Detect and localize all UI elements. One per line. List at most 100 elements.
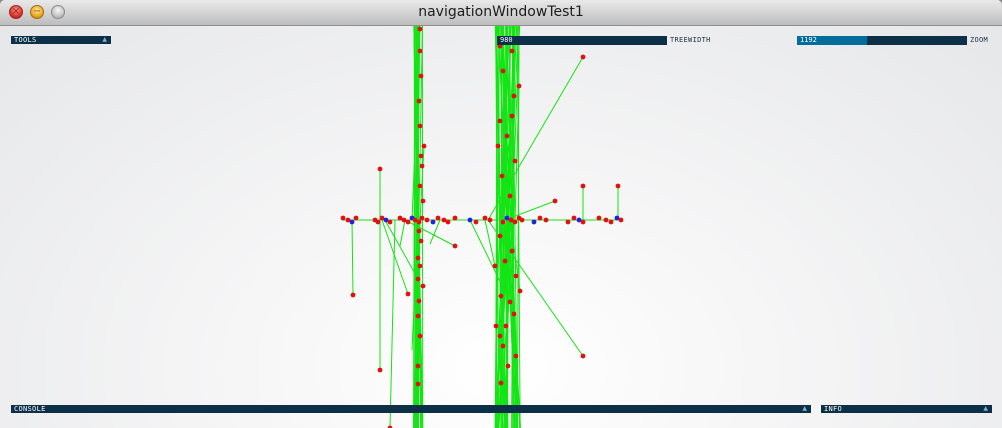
tree-node[interactable] <box>467 217 473 223</box>
tree-node[interactable] <box>419 215 425 221</box>
tree-node[interactable] <box>580 54 586 60</box>
tree-node[interactable] <box>500 68 506 74</box>
tree-node[interactable] <box>379 215 385 221</box>
tree-node[interactable] <box>512 219 518 225</box>
tree-node[interactable] <box>353 215 359 221</box>
tree-node[interactable] <box>511 311 517 317</box>
tree-node[interactable] <box>531 219 537 225</box>
tree-node[interactable] <box>504 133 510 139</box>
tree-node[interactable] <box>417 263 423 269</box>
tree-node[interactable] <box>487 217 493 223</box>
tree-node[interactable] <box>418 238 424 244</box>
tree-node[interactable] <box>430 219 436 225</box>
tree-node[interactable] <box>500 343 506 349</box>
tree-node[interactable] <box>517 288 523 294</box>
tree-node[interactable] <box>552 198 558 204</box>
tree-graph[interactable] <box>0 26 1002 428</box>
tree-node[interactable] <box>576 217 582 223</box>
tree-node[interactable] <box>415 276 421 282</box>
tree-node[interactable] <box>417 26 423 32</box>
tree-node[interactable] <box>580 219 586 225</box>
close-button[interactable]: × <box>9 5 23 19</box>
tree-node[interactable] <box>345 217 351 223</box>
tree-node[interactable] <box>580 183 586 189</box>
tree-node[interactable] <box>508 217 514 223</box>
tree-node[interactable] <box>424 217 430 223</box>
tree-node[interactable] <box>377 166 383 172</box>
console-panel-toggle[interactable]: CONSOLE ▲ <box>11 405 811 413</box>
tree-node[interactable] <box>418 153 424 159</box>
tree-node[interactable] <box>416 298 422 304</box>
tree-node[interactable] <box>349 219 355 225</box>
zoom-button[interactable] <box>51 5 65 19</box>
tree-node[interactable] <box>415 313 421 319</box>
minimize-button[interactable]: − <box>30 5 44 19</box>
tree-node[interactable] <box>495 143 501 149</box>
tree-node[interactable] <box>502 258 508 264</box>
tree-node[interactable] <box>412 217 418 223</box>
tree-node[interactable] <box>507 193 513 199</box>
tree-node[interactable] <box>497 233 503 239</box>
tree-node[interactable] <box>509 48 515 54</box>
tree-node[interactable] <box>387 219 393 225</box>
tree-node[interactable] <box>519 217 525 223</box>
tree-node[interactable] <box>350 292 356 298</box>
treewidth-slider[interactable]: 980 <box>497 36 667 45</box>
tree-node[interactable] <box>383 217 389 223</box>
tree-node[interactable] <box>377 367 383 373</box>
tree-node[interactable] <box>415 363 421 369</box>
tree-node[interactable] <box>420 198 426 204</box>
tree-node[interactable] <box>571 215 577 221</box>
tree-node[interactable] <box>537 215 543 221</box>
tree-node[interactable] <box>565 219 571 225</box>
tree-node[interactable] <box>497 333 503 339</box>
zoom-slider[interactable]: 1192 <box>797 36 967 45</box>
tree-node[interactable] <box>580 353 586 359</box>
tree-node[interactable] <box>603 217 609 223</box>
tree-node[interactable] <box>499 173 505 179</box>
tree-node[interactable] <box>417 123 423 129</box>
tree-node[interactable] <box>417 183 423 189</box>
tree-node[interactable] <box>417 333 423 339</box>
tree-node[interactable] <box>397 215 403 221</box>
tree-node[interactable] <box>375 219 381 225</box>
tree-node[interactable] <box>405 291 411 297</box>
tree-node[interactable] <box>420 283 426 289</box>
title-bar[interactable]: × − navigationWindowTest1 <box>0 0 1002 26</box>
tree-node[interactable] <box>503 323 509 329</box>
tree-node[interactable] <box>513 273 519 279</box>
tree-node[interactable] <box>509 248 515 254</box>
tree-node[interactable] <box>596 215 602 221</box>
tree-node[interactable] <box>492 263 498 269</box>
tree-node[interactable] <box>507 299 513 305</box>
tree-node[interactable] <box>435 215 441 221</box>
tree-node[interactable] <box>543 217 549 223</box>
tree-node[interactable] <box>513 353 519 359</box>
tree-node[interactable] <box>497 118 503 124</box>
tree-node[interactable] <box>416 98 422 104</box>
tree-node[interactable] <box>615 183 621 189</box>
tree-node[interactable] <box>441 217 447 223</box>
tree-node[interactable] <box>452 215 458 221</box>
info-panel-toggle[interactable]: INFO ▲ <box>821 405 992 413</box>
tree-node[interactable] <box>340 215 346 221</box>
tree-node[interactable] <box>608 219 614 225</box>
tree-node[interactable] <box>401 217 407 223</box>
tree-node[interactable] <box>387 425 393 428</box>
tree-node[interactable] <box>509 113 515 119</box>
tree-node[interactable] <box>500 219 506 225</box>
tools-panel-toggle[interactable]: TOOLS ▲ <box>11 36 111 44</box>
tree-node[interactable] <box>416 219 422 225</box>
tree-node[interactable] <box>473 219 479 225</box>
tree-node[interactable] <box>405 219 411 225</box>
tree-node[interactable] <box>415 381 421 387</box>
tree-node[interactable] <box>498 380 504 386</box>
tree-node[interactable] <box>482 215 488 221</box>
tree-node[interactable] <box>452 243 458 249</box>
tree-node[interactable] <box>419 163 425 169</box>
tree-node[interactable] <box>504 215 510 221</box>
tree-node[interactable] <box>516 83 522 89</box>
tree-node[interactable] <box>417 48 423 54</box>
tree-node[interactable] <box>493 323 499 329</box>
tree-node[interactable] <box>618 217 624 223</box>
